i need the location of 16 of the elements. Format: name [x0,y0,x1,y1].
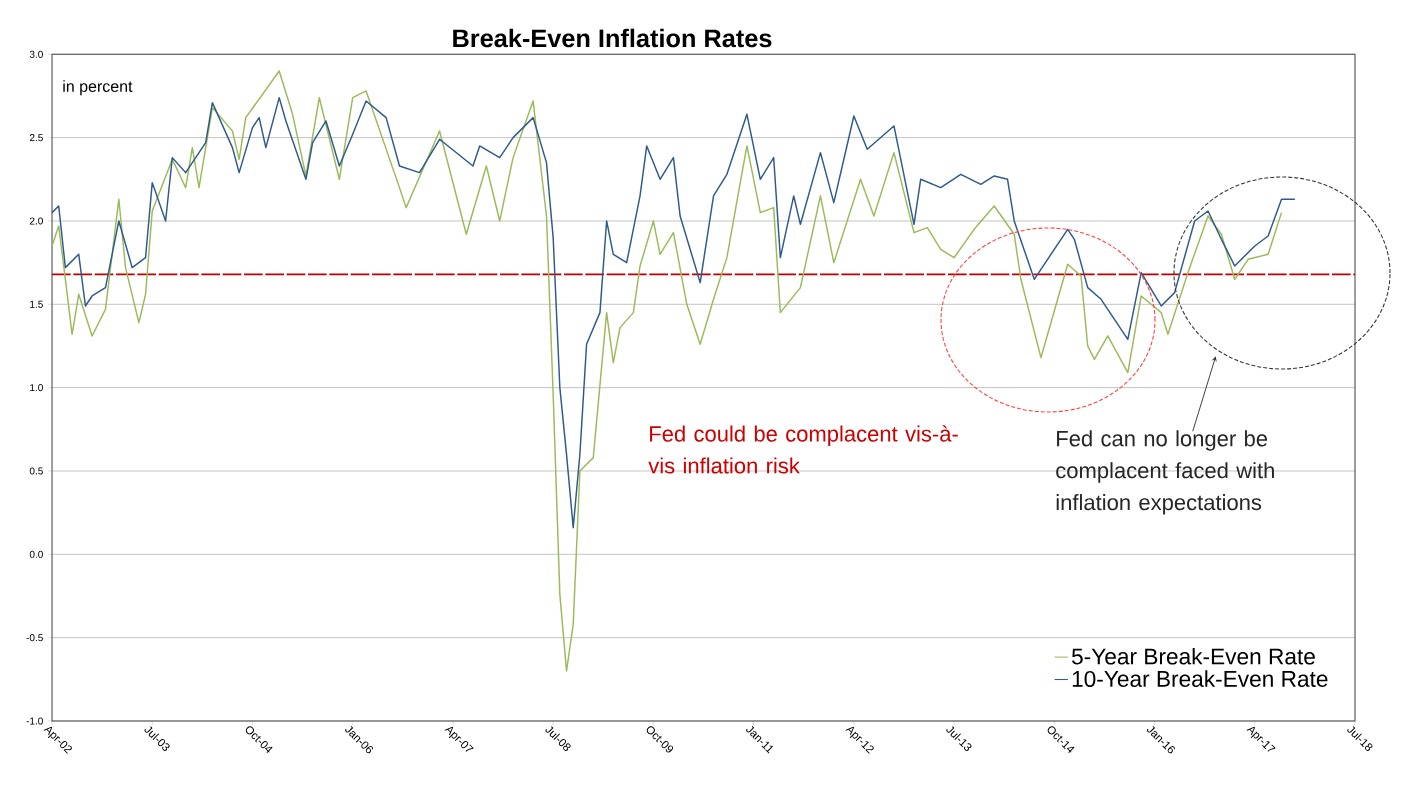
y-tick-label: 0.5 [29,467,43,475]
annotation: Fed can no longer be complacent faced with inflation expectations [1056,430,1274,515]
chart-title: Break-Even Inflation Rates [453,28,772,48]
annotation: in percent [63,80,133,96]
y-tick-label: 2.5 [29,134,43,142]
y-tick-label: 0.0 [29,550,43,558]
line-series [51,96,1296,529]
annotation: Fed could be complacent vis-à-vis inflation risk [648,425,958,474]
legend-label: 10-Year Break-Even Rate [1072,670,1328,687]
y-tick-label: 2.0 [29,217,43,225]
y-tick-label: -0.5 [26,634,43,642]
legend-label: 5-Year Break-Even Rate [1071,647,1315,665]
y-tick-label: 1.0 [30,384,43,392]
y-tick-label: 3.0 [29,50,43,58]
y-tick-label: -1.0 [26,717,43,725]
y-tick-label: 1.5 [30,300,43,308]
